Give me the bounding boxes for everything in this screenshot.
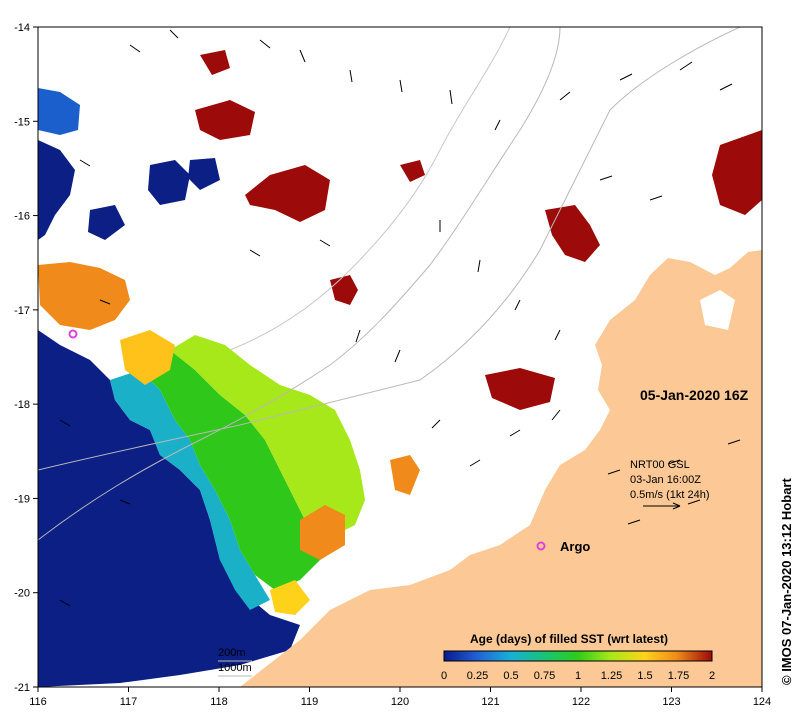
current-legend-line3: 0.5m/s (1kt 24h): [630, 489, 709, 501]
sst-patch-red-2: [245, 165, 330, 222]
lon-tick-label: 119: [301, 696, 319, 708]
current-vector-field: [59, 29, 741, 607]
sst-patch-orange-coast: [300, 505, 345, 560]
colorbar-tick-label: 0.25: [467, 670, 488, 682]
sst-region-age-1-75: [38, 262, 130, 330]
current-legend-line2: 03-Jan 16:00Z: [630, 474, 701, 486]
sst-patch-red-8: [200, 50, 230, 75]
lon-tick-label: 123: [662, 696, 680, 708]
sst-patch-red-6: [712, 130, 762, 215]
colorbar-tick-label: 1: [575, 670, 581, 682]
lon-tick-label: 117: [120, 696, 138, 708]
latitude-axis: -14 -15 -16 -17 -18 -19 -20 -21: [14, 22, 38, 694]
sst-patch-red-1: [195, 100, 255, 140]
lon-tick-label: 118: [210, 696, 228, 708]
sst-patch-blue-1: [148, 160, 190, 205]
sst-patch-blue-2: [88, 205, 125, 240]
lon-tick-label: 120: [391, 696, 409, 708]
sst-patch-red-4: [485, 368, 555, 410]
date-label: 05-Jan-2020 16Z: [640, 387, 749, 403]
sst-region-age-1: [140, 350, 320, 590]
sst-region-age-0-north: [38, 140, 75, 240]
colorbar-title: Age (days) of filled SST (wrt latest): [470, 632, 668, 646]
sst-region-age-0-5: [110, 370, 270, 610]
argo-label: Argo: [560, 539, 590, 554]
sst-patch-yellow-coast: [270, 580, 310, 615]
colorbar-tick-label: 0.75: [534, 670, 555, 682]
sst-patch-blue-3: [188, 158, 220, 190]
colorbar-tick-label: 1.75: [668, 670, 689, 682]
lat-tick-label: -18: [14, 399, 30, 411]
lon-tick-label: 116: [29, 696, 47, 708]
australia-coastline-land: [240, 250, 762, 687]
colorbar-tick-label: 0: [441, 670, 447, 682]
colorbar-tick-label: 2: [709, 670, 715, 682]
current-legend-arrowhead: [672, 502, 681, 510]
lat-tick-label: -21: [14, 682, 30, 694]
sst-patch-red-9: [400, 160, 425, 182]
bathymetry-contour-3: [229, 27, 511, 351]
sst-patch-red-5: [545, 205, 600, 262]
colorbar-ticks: 0 0.25 0.5 0.75 1 1.25 1.5 1.75 2: [441, 670, 715, 682]
current-legend-line1: NRT00 GSL: [630, 459, 690, 471]
imos-credit: © IMOS 07-Jan-2020 13:12 Hobart: [779, 478, 794, 685]
lat-tick-label: -14: [14, 22, 30, 34]
colorbar-tick-label: 1.5: [637, 670, 652, 682]
sst-region-age-0-25: [38, 88, 80, 135]
sst-region-age-1-5: [120, 330, 175, 385]
depth-label-200m: 200m: [218, 647, 246, 659]
lat-tick-label: -15: [14, 116, 30, 128]
colorbar-gradient: [443, 650, 713, 662]
depth-label-1000m: 1000m: [218, 662, 252, 674]
sst-region-age-0: [38, 330, 300, 687]
lat-tick-label: -19: [14, 493, 30, 505]
argo-float-marker[interactable]: [536, 541, 546, 551]
lon-tick-label: 121: [481, 696, 499, 708]
lon-tick-label: 122: [572, 696, 590, 708]
bathymetry-1000m-contour: [38, 27, 561, 541]
bathymetry-200m-contour: [38, 27, 741, 471]
sst-region-age-1-25: [170, 335, 365, 560]
colorbar-tick-label: 0.5: [503, 670, 518, 682]
land-inlet-gap: [700, 290, 735, 330]
sst-patch-orange-2: [390, 455, 420, 495]
lat-tick-label: -16: [14, 211, 30, 223]
lat-tick-label: -17: [14, 305, 30, 317]
longitude-axis: 116 117 118 119 120 121 122 123 124: [29, 687, 771, 708]
colorbar-tick-label: 1.25: [601, 670, 622, 682]
argo-float-marker-2[interactable]: [68, 329, 78, 339]
lon-tick-label: 124: [753, 696, 771, 708]
lat-tick-label: -20: [14, 588, 30, 600]
